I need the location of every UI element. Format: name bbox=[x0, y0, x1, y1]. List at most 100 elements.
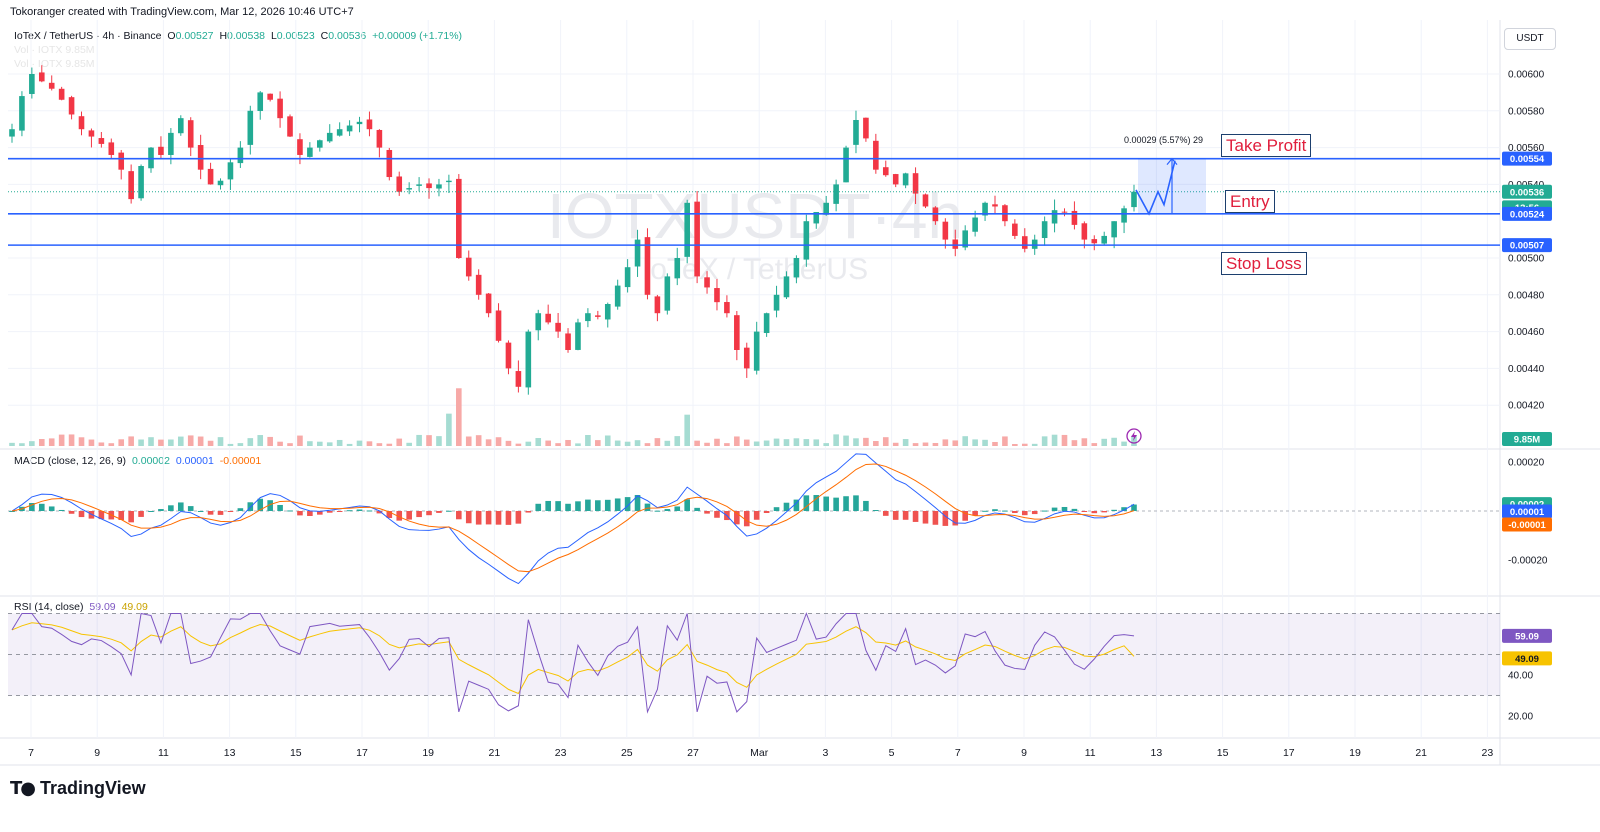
volume-legend[interactable]: Vol · IOTX 9.85M bbox=[14, 44, 95, 56]
candle-body bbox=[336, 129, 343, 136]
macd-hist-bar bbox=[763, 511, 770, 514]
volume-legend-secondary[interactable]: Vol · IOTX 9.85M bbox=[14, 58, 95, 70]
volume-bar bbox=[843, 435, 849, 446]
symbol-legend[interactable]: IoTeX / TetherUS · 4h · Binance O0.00527… bbox=[14, 30, 462, 42]
volume-bar bbox=[763, 440, 770, 446]
candle-body bbox=[1061, 211, 1068, 213]
macd-hist-bar bbox=[9, 511, 15, 512]
macd-hist-bar bbox=[1131, 504, 1137, 511]
time-tick-label: 21 bbox=[1415, 747, 1427, 759]
candle-body bbox=[575, 322, 581, 350]
candle-body bbox=[595, 315, 601, 317]
macd-hist-bar bbox=[257, 498, 264, 511]
candle-body bbox=[1121, 208, 1127, 223]
take-profit-label[interactable]: Take Profit bbox=[1221, 134, 1312, 157]
volume-bar bbox=[326, 442, 333, 446]
volume-bar bbox=[29, 441, 35, 446]
candle-body bbox=[654, 296, 661, 314]
volume-bar bbox=[217, 437, 224, 446]
volume-bar bbox=[624, 441, 631, 446]
volume-bar bbox=[1002, 436, 1008, 446]
rsi-badge: 59.09 bbox=[1515, 631, 1539, 642]
macd-hist-bar bbox=[158, 509, 164, 511]
volume-bar bbox=[396, 438, 403, 446]
measure-arrow-head bbox=[1166, 157, 1178, 166]
volume-bar bbox=[168, 439, 174, 446]
projection-drawing bbox=[1135, 157, 1206, 216]
macd-hist-bar bbox=[465, 511, 472, 524]
candle-body bbox=[952, 239, 959, 249]
entry-label[interactable]: Entry bbox=[1225, 190, 1275, 213]
macd-hist-bar bbox=[297, 511, 303, 516]
candle-body bbox=[108, 142, 115, 155]
macd-hist-bar bbox=[168, 505, 174, 511]
volume-bar bbox=[565, 439, 571, 446]
macd-hist-bar bbox=[138, 511, 144, 517]
time-tick-label: 11 bbox=[1085, 747, 1096, 759]
macd-hist-bar bbox=[912, 511, 919, 522]
macd-hist-bar bbox=[1021, 511, 1028, 516]
price-badge: 0.00554 bbox=[1510, 154, 1545, 165]
flash-icon[interactable] bbox=[1126, 428, 1142, 444]
macd-hist-bar bbox=[545, 500, 551, 511]
rsi-tick-label: 40.00 bbox=[1508, 671, 1533, 682]
volume-bar bbox=[863, 437, 869, 446]
time-tick-label: 7 bbox=[955, 747, 961, 759]
candle-body bbox=[942, 221, 949, 240]
macd-hist-bar bbox=[177, 502, 184, 511]
time-tick-label: 17 bbox=[1283, 747, 1295, 759]
macd-hist-bar bbox=[237, 508, 244, 511]
volume-bar bbox=[307, 441, 313, 446]
stop-loss-label[interactable]: Stop Loss bbox=[1221, 252, 1307, 275]
macd-hist-bar bbox=[406, 511, 412, 520]
volume-bar bbox=[277, 441, 283, 446]
macd-hist-bar bbox=[326, 511, 333, 513]
candle-body bbox=[763, 313, 770, 334]
time-tick-label: 15 bbox=[290, 747, 302, 759]
open-value: 0.00527 bbox=[175, 30, 214, 42]
volume-bar bbox=[962, 436, 969, 446]
price-tick-label: 0.00580 bbox=[1508, 106, 1545, 117]
volume-bar bbox=[406, 442, 412, 446]
candle-body bbox=[863, 117, 869, 139]
candle-body bbox=[873, 140, 879, 170]
candle-body bbox=[684, 202, 690, 257]
volume-bar bbox=[644, 443, 651, 446]
currency-button[interactable]: USDT bbox=[1504, 28, 1556, 50]
macd-hist-bar bbox=[38, 503, 45, 511]
candle-body bbox=[912, 173, 919, 194]
volume-bar bbox=[873, 441, 879, 446]
candle-body bbox=[326, 132, 333, 142]
volume-bar bbox=[704, 442, 710, 446]
candle-body bbox=[724, 302, 730, 314]
macd-hist-bar bbox=[307, 511, 313, 516]
price-tick-label: 0.00440 bbox=[1508, 364, 1545, 375]
volume-bar bbox=[267, 436, 273, 446]
macd-hist-bar bbox=[535, 503, 542, 511]
time-tick-label: 17 bbox=[356, 747, 368, 759]
candle-body bbox=[386, 149, 393, 178]
candle-body bbox=[604, 304, 611, 320]
volume-bar bbox=[257, 435, 264, 446]
price-tick-label: 0.00500 bbox=[1508, 254, 1545, 265]
volume-bar bbox=[336, 439, 343, 446]
macd-hist-bar bbox=[505, 511, 512, 525]
volume-bar bbox=[922, 442, 929, 446]
candle-body bbox=[177, 118, 184, 134]
macd-hist-bar bbox=[644, 503, 651, 511]
candle-body bbox=[446, 180, 452, 183]
candle-body bbox=[634, 239, 641, 267]
rsi-line bbox=[11, 612, 1135, 714]
candle-body bbox=[297, 139, 303, 155]
rsi-badge: 49.09 bbox=[1515, 654, 1539, 665]
candle-body bbox=[843, 147, 849, 183]
candle-body bbox=[505, 342, 512, 369]
macd-hist-bar bbox=[1071, 508, 1078, 511]
macd-hist-bar bbox=[416, 511, 422, 518]
symbol-description: IoTeX / TetherUS · 4h · Binance bbox=[14, 30, 162, 42]
tradingview-logo[interactable]: T● TradingView bbox=[10, 778, 146, 799]
macd-hist-bar bbox=[664, 509, 671, 511]
macd-legend[interactable]: MACD (close, 12, 26, 9) 0.00002 0.00001 … bbox=[14, 455, 261, 467]
volume-bar bbox=[485, 439, 492, 446]
